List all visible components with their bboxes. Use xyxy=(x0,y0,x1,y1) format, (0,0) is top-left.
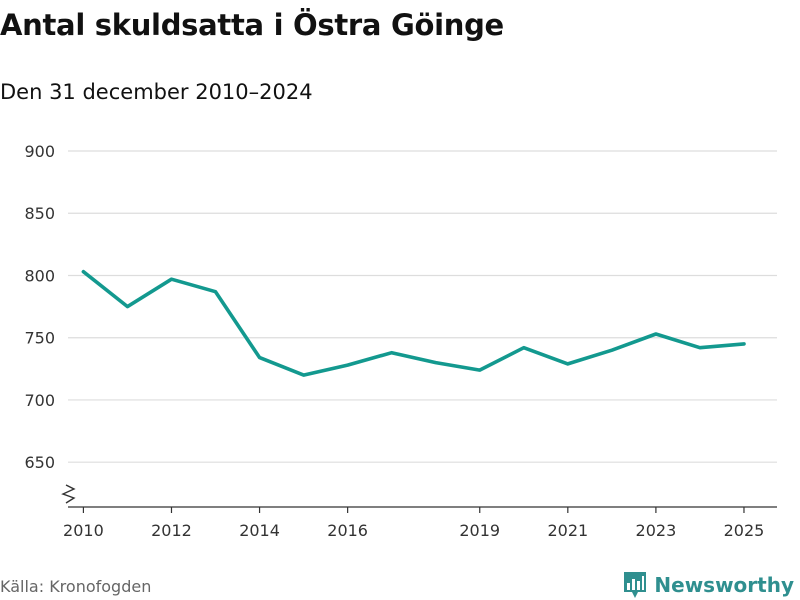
data-point-2019 xyxy=(478,368,482,372)
x-tick-label-2014: 2014 xyxy=(239,521,280,540)
x-tick-label-2019: 2019 xyxy=(459,521,500,540)
y-tick-label-800: 800 xyxy=(24,266,55,285)
data-point-2021 xyxy=(566,362,570,366)
y-tick-label-750: 750 xyxy=(24,329,55,348)
data-point-2015 xyxy=(302,373,306,377)
data-point-2010 xyxy=(81,270,85,274)
x-tick-label-2025: 2025 xyxy=(724,521,765,540)
chart-subtitle: Den 31 december 2010–2024 xyxy=(0,80,313,104)
bar-chart-logo-icon xyxy=(624,572,647,598)
data-point-2020 xyxy=(522,346,526,350)
x-tick-label-2023: 2023 xyxy=(636,521,677,540)
series-line-0 xyxy=(81,269,746,377)
data-point-2012 xyxy=(169,277,173,281)
source-label: Källa: Kronofogden xyxy=(0,577,152,596)
x-tick-label-2021: 2021 xyxy=(547,521,588,540)
x-tick-label-2012: 2012 xyxy=(151,521,192,540)
chart-title: Antal skuldsatta i Östra Göinge xyxy=(0,8,504,42)
data-point-2014 xyxy=(258,356,262,360)
y-tick-label-850: 850 xyxy=(24,204,55,223)
brand-name: Newsworthy xyxy=(654,573,794,597)
brand-logo: Newsworthy xyxy=(622,570,794,600)
data-point-2017 xyxy=(390,351,394,355)
data-point-2016 xyxy=(346,363,350,367)
axis-break-icon xyxy=(61,484,76,504)
x-tick-label-2010: 2010 xyxy=(63,521,104,540)
data-point-2018 xyxy=(434,361,438,365)
data-point-2024 xyxy=(698,346,702,350)
data-point-2025 xyxy=(742,342,746,346)
y-tick-label-650: 650 xyxy=(24,453,55,472)
y-tick-label-700: 700 xyxy=(24,391,55,410)
data-point-2022 xyxy=(610,348,614,352)
data-point-2011 xyxy=(125,305,129,309)
x-tick-label-2016: 2016 xyxy=(327,521,368,540)
y-tick-label-900: 900 xyxy=(24,142,55,161)
data-point-2023 xyxy=(654,332,658,336)
data-point-2013 xyxy=(214,290,218,294)
